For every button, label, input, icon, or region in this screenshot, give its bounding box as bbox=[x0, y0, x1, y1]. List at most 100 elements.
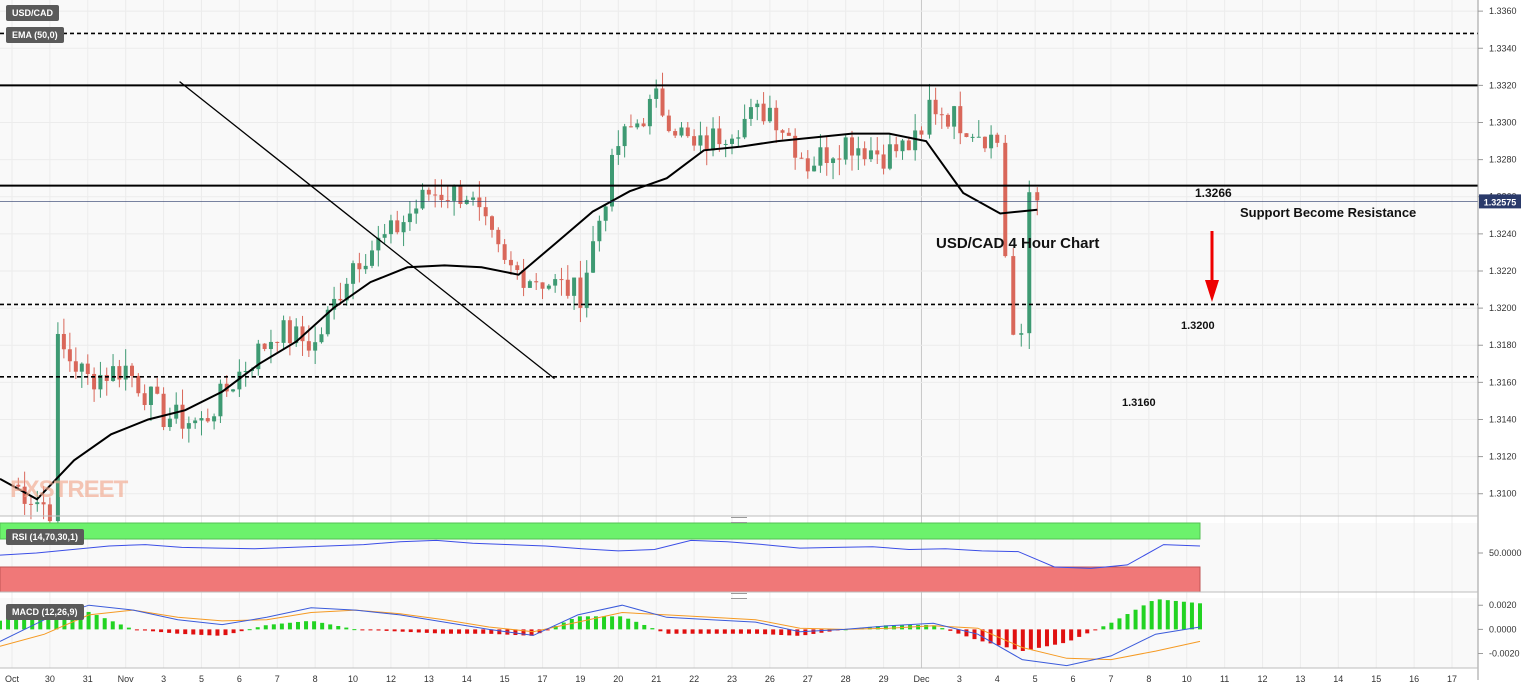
candle bbox=[319, 327, 324, 344]
candle-body bbox=[231, 389, 236, 392]
macd-histogram-bar bbox=[1012, 629, 1017, 650]
macd-histogram-bar bbox=[1036, 629, 1041, 648]
candle-body bbox=[85, 363, 90, 374]
macd-histogram-bar bbox=[287, 622, 292, 630]
macd-histogram-bar bbox=[1044, 629, 1049, 647]
candle-body bbox=[193, 420, 198, 424]
candle bbox=[496, 227, 501, 253]
candle bbox=[837, 145, 842, 176]
current-price-label: 1.32575 bbox=[1484, 197, 1517, 207]
macd-histogram-bar bbox=[553, 626, 558, 630]
pane-resize-handle-macd[interactable] bbox=[731, 593, 747, 599]
candle-body bbox=[186, 423, 191, 429]
candle-body bbox=[964, 133, 969, 138]
candle bbox=[262, 343, 267, 352]
x-tick-label: 14 bbox=[1333, 674, 1343, 684]
x-tick-label: 20 bbox=[613, 674, 623, 684]
macd-histogram-bar bbox=[714, 629, 719, 634]
candle bbox=[313, 326, 318, 365]
candle bbox=[376, 225, 381, 267]
candle bbox=[420, 183, 425, 210]
candle bbox=[117, 359, 122, 388]
candle bbox=[856, 136, 861, 171]
x-tick-label: 13 bbox=[424, 674, 434, 684]
macd-histogram-bar bbox=[626, 618, 631, 630]
macd-histogram-bar bbox=[215, 629, 220, 636]
candle bbox=[666, 109, 671, 133]
candle bbox=[982, 136, 987, 153]
candle bbox=[61, 318, 66, 359]
candle bbox=[673, 128, 678, 139]
macd-histogram-bar bbox=[191, 629, 196, 635]
candle-body bbox=[698, 135, 703, 146]
candle-body bbox=[490, 216, 494, 230]
candle bbox=[142, 384, 147, 411]
candle bbox=[85, 354, 90, 385]
candle-body bbox=[508, 259, 513, 266]
rsi-tick-label: 50.0000 bbox=[1489, 548, 1522, 558]
macd-histogram-bar bbox=[1165, 600, 1170, 630]
price-tick-label: 1.3180 bbox=[1489, 340, 1517, 350]
price-tick-label: 1.3340 bbox=[1489, 43, 1517, 53]
candle bbox=[945, 113, 950, 129]
symbol-tag[interactable]: USD/CAD bbox=[6, 5, 60, 21]
macd-histogram-bar bbox=[610, 616, 615, 630]
x-tick-label: 12 bbox=[1258, 674, 1268, 684]
candle bbox=[477, 181, 482, 221]
candle-body bbox=[300, 326, 305, 342]
candle bbox=[685, 122, 690, 138]
candle bbox=[414, 199, 419, 224]
macd-histogram-bar bbox=[481, 629, 486, 634]
macd-histogram-bar bbox=[1117, 618, 1122, 630]
candle bbox=[660, 72, 665, 118]
candle-body bbox=[824, 147, 829, 163]
candle bbox=[958, 91, 963, 145]
x-tick-label: 27 bbox=[803, 674, 813, 684]
candle bbox=[970, 133, 975, 142]
candle-body bbox=[976, 136, 981, 138]
candle bbox=[357, 252, 362, 283]
candle bbox=[490, 215, 494, 238]
candle bbox=[546, 283, 551, 291]
macd-histogram-bar bbox=[867, 626, 872, 630]
candle bbox=[591, 225, 596, 274]
candle bbox=[755, 99, 760, 121]
level-1266-label: 1.3266 bbox=[1195, 186, 1232, 200]
candle bbox=[736, 130, 741, 147]
resistance-note: Support Become Resistance bbox=[1240, 205, 1416, 220]
candle-body bbox=[730, 138, 734, 144]
macd-histogram-bar bbox=[529, 629, 534, 636]
candle bbox=[471, 191, 476, 206]
macd-histogram-bar bbox=[247, 629, 252, 631]
rsi-indicator-tag[interactable]: RSI (14,70,30,1) bbox=[6, 529, 85, 545]
candle bbox=[338, 282, 343, 305]
candle-body bbox=[1027, 192, 1032, 334]
ema-indicator-tag[interactable]: EMA (50,0) bbox=[6, 27, 64, 43]
candle-body bbox=[812, 165, 817, 172]
candle bbox=[584, 260, 589, 318]
candle bbox=[123, 349, 128, 391]
candle-body bbox=[927, 99, 932, 135]
macd-tick-label: 0.0020 bbox=[1489, 600, 1517, 610]
macd-histogram-bar bbox=[336, 625, 341, 630]
candle-body bbox=[199, 418, 204, 421]
macd-histogram-bar bbox=[932, 625, 937, 630]
candle bbox=[167, 407, 172, 431]
x-tick-label: 3 bbox=[161, 674, 166, 684]
candle-body bbox=[218, 383, 223, 417]
candle bbox=[553, 273, 558, 293]
candle bbox=[92, 367, 97, 402]
candle-body bbox=[148, 386, 153, 406]
candle bbox=[1027, 180, 1032, 350]
candle bbox=[180, 389, 185, 439]
price-tick-label: 1.3120 bbox=[1489, 452, 1517, 462]
macd-histogram-bar bbox=[344, 627, 349, 630]
candle bbox=[508, 251, 513, 275]
macd-histogram-bar bbox=[698, 629, 703, 634]
candle-body bbox=[73, 361, 78, 372]
macd-histogram-bar bbox=[376, 629, 381, 631]
pane-resize-handle-rsi[interactable] bbox=[731, 517, 747, 523]
candle-body bbox=[370, 250, 374, 266]
macd-indicator-tag[interactable]: MACD (12,26,9) bbox=[6, 604, 84, 620]
